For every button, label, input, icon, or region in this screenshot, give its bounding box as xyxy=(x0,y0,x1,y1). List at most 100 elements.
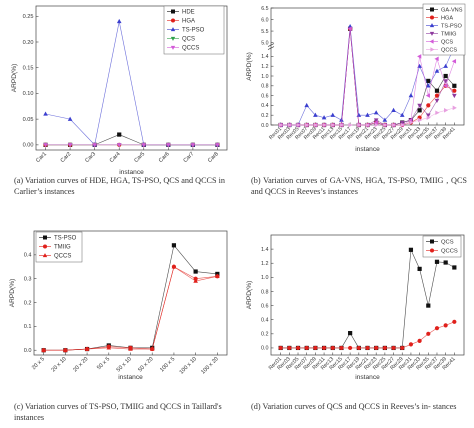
legend-marker xyxy=(430,47,435,52)
data-point xyxy=(356,112,362,117)
data-point xyxy=(278,122,284,128)
x-tick-label: Car3 xyxy=(84,151,97,164)
y-tick-label: 0.8 xyxy=(261,289,269,295)
legend-marker xyxy=(429,23,435,28)
y-tick-label: 0.0 xyxy=(261,123,268,129)
data-point xyxy=(452,265,457,270)
data-point xyxy=(426,115,431,120)
x-tick-label: Car2 xyxy=(60,151,73,164)
y-tick-label: 0.6 xyxy=(261,303,269,309)
data-point xyxy=(67,143,73,148)
data-point xyxy=(339,122,344,128)
y-tick-label: 6.5 xyxy=(261,6,268,12)
data-point xyxy=(373,120,378,125)
legend-marker xyxy=(42,253,48,258)
chart-panel-b: 0.0 0.2 0.4 0.6 0.8 1.0 1.2 1.4 5.0 5.5 6.0 6.5 Rec0… xyxy=(237,0,474,215)
data-point xyxy=(382,117,388,122)
data-point xyxy=(43,111,48,116)
y-tick-label: 0.4 xyxy=(261,103,268,109)
x-tick-label: Car6 xyxy=(158,151,171,164)
data-point xyxy=(425,113,431,118)
data-point xyxy=(313,345,318,351)
data-point xyxy=(330,345,335,351)
legend-label: HGA xyxy=(441,16,453,22)
data-point xyxy=(278,345,283,351)
chart-panel-a: 0.00 0.05 0.10 0.15 0.20 0.25 Car1 Car2 Car3 Car4… xyxy=(0,0,237,215)
y-tick-label: 1.4 xyxy=(261,247,269,253)
data-point xyxy=(322,122,327,128)
x-tick-label: 50 x 10 xyxy=(116,356,133,373)
data-point xyxy=(452,93,457,99)
data-point xyxy=(391,345,396,351)
data-point xyxy=(408,93,414,98)
x-axis-label: instance xyxy=(119,169,144,176)
data-point xyxy=(452,105,457,111)
x-tick-label: 50 x 5 xyxy=(96,356,111,371)
x-axis-label: instance xyxy=(355,146,380,153)
legend-label: QCCS xyxy=(441,48,457,54)
chart-panel-c: 0.0 0.1 0.2 0.3 0.4 20 x 5 20 x 10 20 x 20 50 x … xyxy=(0,215,237,428)
legend-marker xyxy=(170,27,176,32)
data-point xyxy=(426,103,431,108)
x-tick-label: Car5 xyxy=(133,151,146,164)
data-point xyxy=(443,260,448,265)
x-tick-label: 20 x 20 xyxy=(72,356,89,373)
data-point xyxy=(417,266,422,271)
data-point xyxy=(400,122,405,128)
x-tick-label: Car7 xyxy=(182,151,195,164)
legend-label: GA-VNS xyxy=(441,8,463,14)
data-point xyxy=(443,83,448,89)
x-tick-label: 100 x 20 xyxy=(200,356,219,375)
data-point xyxy=(67,116,73,121)
data-point xyxy=(417,54,422,59)
x-tick-label: 50 x 20 xyxy=(137,356,154,373)
data-point xyxy=(426,331,431,336)
data-point xyxy=(357,122,362,128)
data-point xyxy=(434,56,439,62)
data-point xyxy=(417,108,422,113)
y-axis-label: ARPD(%) xyxy=(246,281,253,310)
data-point xyxy=(41,347,46,352)
data-point xyxy=(348,331,353,336)
y-tick-label: 0.3 xyxy=(24,276,32,282)
data-point xyxy=(171,264,177,269)
y-tick-label: 0.4 xyxy=(261,318,269,324)
y-tick-label: 1.2 xyxy=(261,261,269,267)
data-point xyxy=(295,345,301,351)
data-point xyxy=(43,143,48,148)
data-point xyxy=(443,79,448,84)
y-tick-label: 0.2 xyxy=(261,332,269,338)
data-point xyxy=(374,122,379,128)
data-point xyxy=(141,143,147,148)
legend-box xyxy=(422,3,466,56)
y-tick-label: 1.2 xyxy=(261,64,268,70)
y-tick-label: 0.05 xyxy=(23,117,34,123)
y-tick-label: 0.2 xyxy=(261,113,268,119)
y-tick-label: 1.0 xyxy=(261,275,269,281)
data-point xyxy=(391,107,396,112)
data-point xyxy=(409,120,414,125)
data-point xyxy=(296,122,301,128)
data-point xyxy=(434,259,440,264)
y-tick-label: 0.10 xyxy=(23,91,34,97)
data-point xyxy=(287,345,292,351)
data-point xyxy=(417,117,423,123)
data-point xyxy=(452,319,457,324)
y-tick-label: 5.5 xyxy=(261,29,268,35)
caption-d: (d) Variation curves of QCS and QCCS in … xyxy=(251,402,457,411)
x-axis-label: instance xyxy=(355,374,380,381)
data-point xyxy=(193,278,198,283)
legend-label: QCCS xyxy=(182,46,199,52)
data-point xyxy=(434,98,440,104)
plot-frame xyxy=(35,5,228,151)
data-point xyxy=(452,83,457,88)
data-point xyxy=(339,345,344,351)
data-point xyxy=(321,115,327,120)
x-tick-label: 100 x 10 xyxy=(179,356,198,375)
x-tick-label: 20 x 5 xyxy=(31,356,46,371)
data-point xyxy=(399,120,405,126)
data-point xyxy=(348,122,353,128)
data-point xyxy=(287,122,292,128)
legend-marker xyxy=(430,248,434,253)
x-axis-label: instance xyxy=(118,374,143,381)
